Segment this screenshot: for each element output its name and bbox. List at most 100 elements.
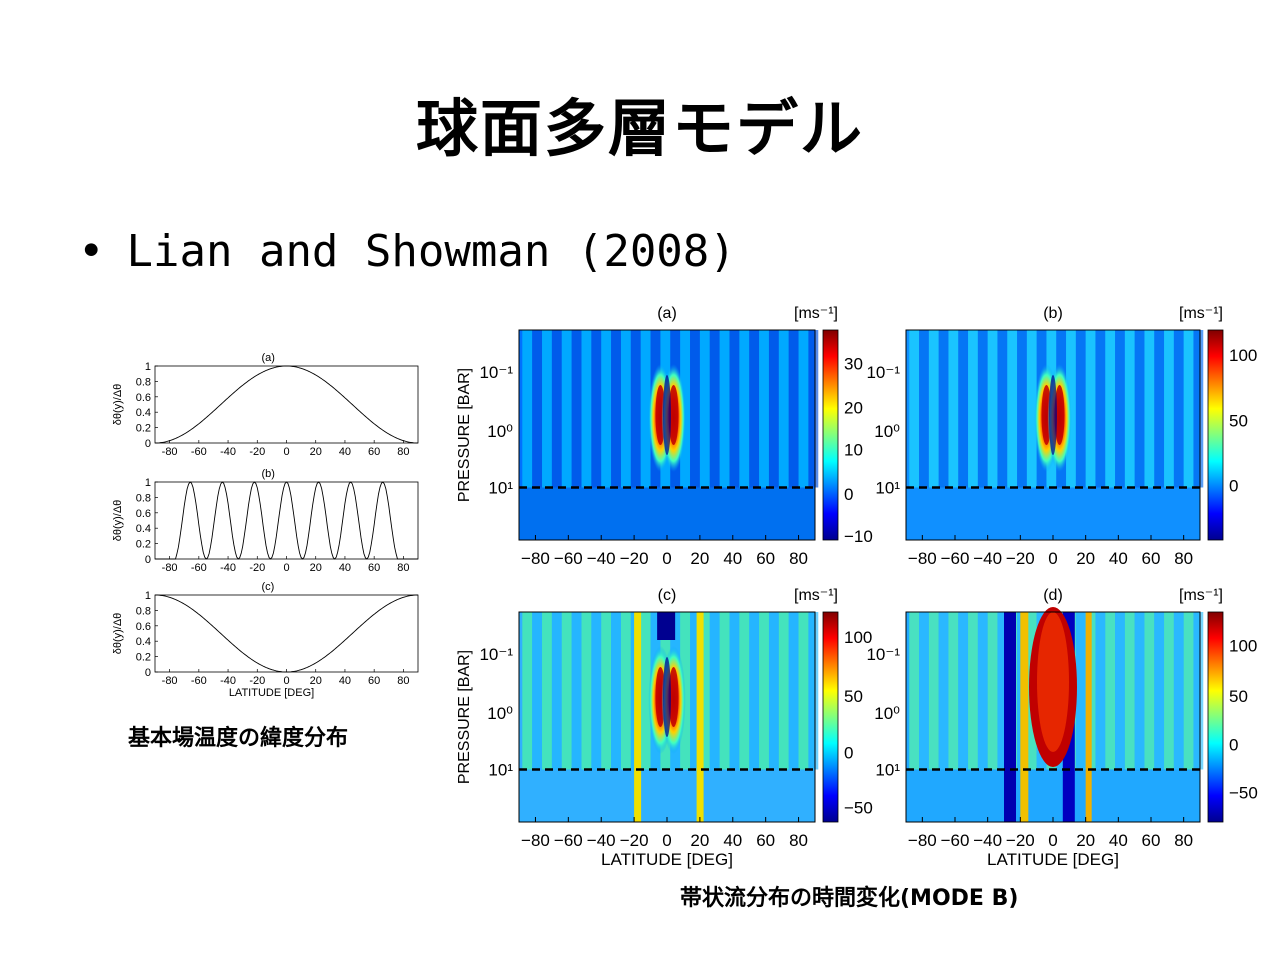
colorbar-tick-label: 100 bbox=[844, 628, 872, 647]
heatmap-stripe bbox=[532, 330, 543, 488]
colorbar-tick-label: 0 bbox=[844, 744, 853, 763]
y-tick-label: 10⁰ bbox=[874, 422, 900, 441]
x-axis-label: LATITUDE [DEG] bbox=[987, 850, 1119, 869]
x-tick-label: −80 bbox=[521, 549, 550, 568]
heatmap-stripe bbox=[778, 612, 789, 770]
x-tick-label: 0 bbox=[283, 446, 289, 458]
y-tick-label: 10⁰ bbox=[487, 704, 513, 723]
heatmap-stripe bbox=[1164, 612, 1174, 770]
heatmap-stripe bbox=[1026, 330, 1037, 488]
heatmap-stripe bbox=[611, 612, 621, 770]
heatmap-stripe bbox=[581, 612, 592, 770]
heatmap-stripe bbox=[591, 330, 602, 488]
heatmap-stripe bbox=[798, 612, 809, 770]
x-tick-label: 20 bbox=[310, 446, 322, 458]
heatmap-stripe bbox=[1134, 612, 1145, 770]
heatmap-stripe bbox=[919, 330, 929, 488]
heatmap-stripe bbox=[551, 612, 562, 770]
colorbar-tick-label: −50 bbox=[1229, 784, 1258, 803]
heatmap-stripe bbox=[909, 612, 920, 770]
heatmap-jet-band bbox=[696, 612, 704, 822]
heatmap-stripe bbox=[561, 330, 572, 488]
y-axis-label: PRESSURE [BAR] bbox=[456, 368, 473, 502]
y-axis-label: PRESSURE [BAR] bbox=[456, 650, 473, 784]
heatmap-stripe bbox=[690, 612, 700, 770]
y-tick-label: 10⁻¹ bbox=[866, 363, 900, 382]
heatmap-stripe bbox=[620, 330, 631, 488]
x-tick-label: 0 bbox=[1048, 549, 1057, 568]
x-tick-label: 60 bbox=[756, 549, 775, 568]
heatmap-stripe bbox=[542, 330, 552, 488]
heatmap-stripe bbox=[581, 330, 592, 488]
heatmap-stripe bbox=[1193, 330, 1204, 488]
x-tick-label: 60 bbox=[368, 446, 380, 458]
y-tick-label: 1 bbox=[145, 361, 151, 373]
panel-label: (b) bbox=[262, 468, 275, 480]
heatmap-stripe bbox=[571, 330, 582, 488]
heatmap-stripe bbox=[709, 330, 720, 488]
x-tick-label: 20 bbox=[690, 549, 709, 568]
heatmap-stripe bbox=[719, 330, 730, 488]
heatmap-stripe bbox=[620, 612, 631, 770]
y-tick-label: 0 bbox=[145, 554, 151, 566]
heatmap-stripe bbox=[522, 612, 533, 770]
y-tick-label: 10⁻¹ bbox=[479, 363, 513, 382]
y-tick-label: 0.8 bbox=[136, 376, 151, 388]
panel-label: (d) bbox=[1043, 587, 1063, 604]
x-axis-label: LATITUDE [DEG] bbox=[601, 850, 733, 869]
x-tick-label: 60 bbox=[368, 562, 380, 574]
colorbar-tick-label: 50 bbox=[844, 687, 863, 706]
heatmap-stripe bbox=[719, 612, 730, 770]
y-tick-label: 10⁻¹ bbox=[479, 645, 513, 664]
x-tick-label: 80 bbox=[397, 446, 409, 458]
colorbar-tick-label: 0 bbox=[1229, 476, 1238, 495]
heatmap-stripe bbox=[968, 612, 978, 770]
x-tick-label: 80 bbox=[1174, 549, 1193, 568]
heatmap-stripe bbox=[729, 612, 740, 770]
x-tick-label: -40 bbox=[220, 562, 236, 574]
heatmap-stripe bbox=[788, 612, 799, 770]
x-tick-label: −20 bbox=[620, 831, 649, 850]
heatmap-stripe bbox=[938, 330, 949, 488]
heatmap-stripe bbox=[928, 612, 939, 770]
heatmap-stripe bbox=[768, 330, 779, 488]
x-tick-label: 0 bbox=[1048, 831, 1057, 850]
y-tick-label: 10⁻¹ bbox=[866, 645, 900, 664]
colorbar bbox=[1207, 611, 1224, 823]
x-tick-label: 40 bbox=[723, 549, 742, 568]
x-tick-label: -80 bbox=[162, 446, 178, 458]
heatmap-stripe bbox=[551, 330, 562, 488]
y-tick-label: 0.8 bbox=[136, 605, 151, 617]
heatmap-stripe bbox=[997, 330, 1008, 488]
heatmap-stripe bbox=[601, 330, 612, 488]
heatmap-stripe bbox=[759, 330, 769, 488]
panel-label: (a) bbox=[657, 305, 677, 322]
caption-right: 帯状流分布の時間変化(MODE B) bbox=[680, 886, 1019, 911]
heatmap-jet-core bbox=[668, 385, 679, 445]
heatmap-jet-core bbox=[668, 667, 679, 727]
heatmap-stripe bbox=[1173, 330, 1184, 488]
x-tick-label: −80 bbox=[908, 549, 937, 568]
bullet-item: • Lian and Showman (2008) bbox=[78, 226, 736, 277]
heatmap-stripe bbox=[938, 612, 949, 770]
heatmap-stripe bbox=[948, 612, 959, 770]
y-tick-label: 10¹ bbox=[875, 761, 900, 780]
heatmap-stripe bbox=[699, 612, 710, 770]
heatmap-stripe bbox=[987, 330, 998, 488]
heatmap-stripe bbox=[729, 330, 740, 488]
x-tick-label: 40 bbox=[723, 831, 742, 850]
heatmap-stripe bbox=[808, 330, 819, 488]
x-tick-label: 40 bbox=[339, 562, 351, 574]
colorbar-tick-label: 10 bbox=[844, 441, 863, 460]
heatmap-stripe bbox=[977, 612, 988, 770]
x-tick-label: 0 bbox=[283, 562, 289, 574]
x-tick-label: 20 bbox=[310, 562, 322, 574]
heatmap-stripe bbox=[919, 612, 929, 770]
colorbar bbox=[1207, 329, 1224, 541]
heatmap-stripe bbox=[1144, 612, 1155, 770]
panel-label: (c) bbox=[262, 581, 275, 593]
heatmap-stripe bbox=[1017, 330, 1027, 488]
y-tick-label: 0.4 bbox=[136, 636, 151, 648]
x-tick-label: -60 bbox=[191, 446, 207, 458]
